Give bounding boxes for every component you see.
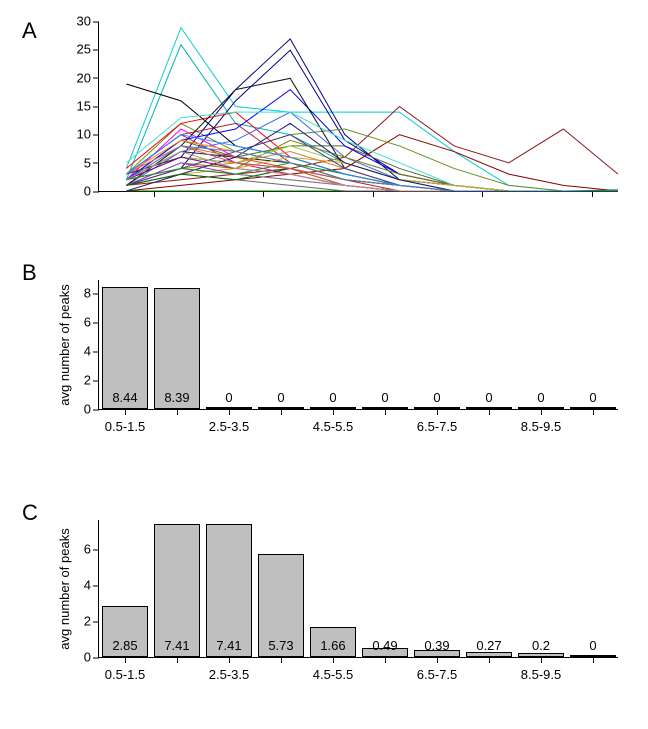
ytick-label: 5 [84,155,99,170]
xtick-mark [593,657,594,663]
bar: 7.41 [206,524,252,657]
bar-value-label: 0.27 [476,638,501,653]
xtick-label: 8.5-9.5 [521,657,561,682]
ytick-label: 2 [84,373,99,388]
panel-label-c: C [22,500,38,526]
xtick-mark [593,409,594,415]
bar-value-label: 7.41 [164,638,189,653]
plot-area-b: 02468avg number of peaks8.448.3900000000… [98,280,618,410]
xtick-label: 0.5-1.5 [105,657,145,682]
ytick-label: 0 [84,402,99,417]
bar: 8.44 [102,287,148,409]
xtick-label: 6.5-7.5 [417,409,457,434]
bar-value-label: 0.2 [532,638,550,653]
bar-value-label: 0 [225,390,232,405]
xtick-label: 2.5-3.5 [209,657,249,682]
bar-value-label: 0 [277,390,284,405]
panel-label-b: B [22,260,37,286]
bar-value-label: 0 [485,390,492,405]
xtick-mark [482,191,483,197]
bar: 0.49 [362,648,408,657]
bar: 1.66 [310,627,356,657]
ytick-label: 25 [77,42,99,57]
bar: 8.39 [154,288,200,409]
xtick-mark [281,657,282,663]
xtick-mark [177,409,178,415]
xtick-mark [154,191,155,197]
plot-area-a: 051015202530 [98,22,618,192]
ytick-label: 30 [77,14,99,29]
bar-value-label: 7.41 [216,638,241,653]
bar-value-label: 0 [589,390,596,405]
xtick-mark [489,657,490,663]
ylabel: avg number of peaks [57,284,72,405]
bar-value-label: 0 [329,390,336,405]
ytick-label: 0 [84,650,99,665]
ytick-label: 0 [84,184,99,199]
bar-value-label: 8.44 [112,390,137,405]
bar: 2.85 [102,606,148,657]
xtick-label: 0.5-1.5 [105,409,145,434]
bar-value-label: 0 [537,390,544,405]
ytick-label: 4 [84,578,99,593]
xtick-mark [263,191,264,197]
series-line [126,45,618,191]
panel-label-a: A [22,18,37,44]
bar: 7.41 [154,524,200,657]
xtick-mark [592,191,593,197]
xtick-mark [489,409,490,415]
bar-value-label: 2.85 [112,638,137,653]
xtick-label: 4.5-5.5 [313,657,353,682]
bar-value-label: 5.73 [268,638,293,653]
bar-value-label: 0.39 [424,638,449,653]
bar-value-label: 8.39 [164,390,189,405]
ytick-label: 10 [77,127,99,142]
bar-value-label: 0 [381,390,388,405]
bar-value-label: 0 [589,638,596,653]
xtick-label: 8.5-9.5 [521,409,561,434]
ytick-label: 6 [84,542,99,557]
ytick-label: 8 [84,286,99,301]
ytick-label: 4 [84,344,99,359]
plot-area-c: 0246avg number of peaks2.857.417.415.731… [98,520,618,658]
line-chart-svg [99,22,618,191]
xtick-label: 4.5-5.5 [313,409,353,434]
ytick-label: 2 [84,614,99,629]
xtick-mark [385,657,386,663]
xtick-label: 2.5-3.5 [209,409,249,434]
ytick-label: 15 [77,99,99,114]
ytick-label: 6 [84,315,99,330]
bar: 5.73 [258,554,304,657]
ytick-label: 20 [77,70,99,85]
bar-value-label: 0 [433,390,440,405]
series-line [126,78,618,191]
figure-root: A 051015202530 B 02468avg number of peak… [0,0,648,729]
xtick-mark [281,409,282,415]
bar: 0.39 [414,650,460,657]
bar-value-label: 0.49 [372,638,397,653]
bar-value-label: 1.66 [320,638,345,653]
xtick-mark [373,191,374,197]
xtick-mark [385,409,386,415]
ylabel: avg number of peaks [57,528,72,649]
xtick-mark [177,657,178,663]
xtick-label: 6.5-7.5 [417,657,457,682]
